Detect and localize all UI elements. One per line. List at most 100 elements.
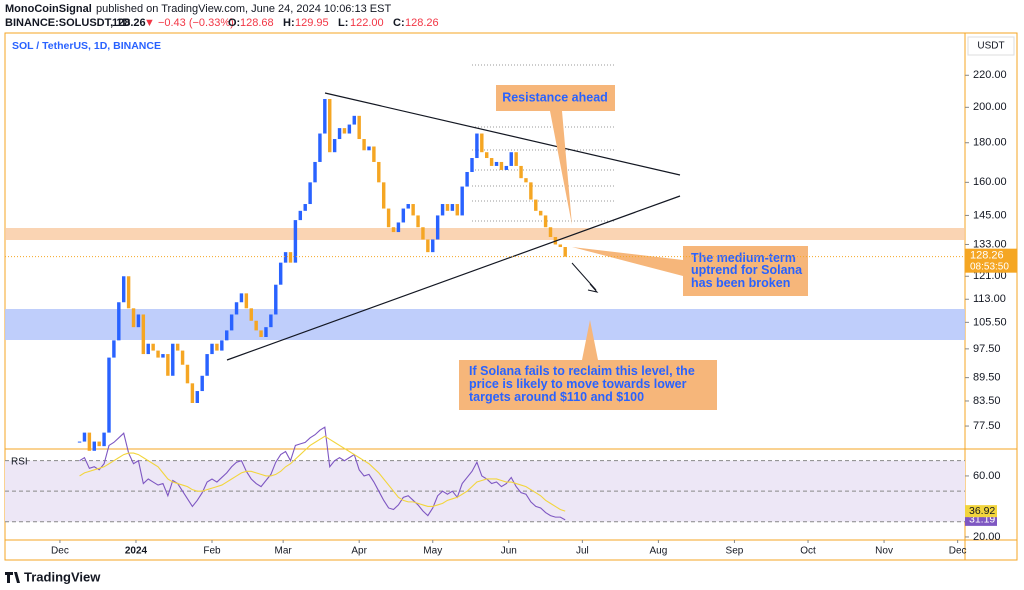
x-tick-label: 2024 bbox=[125, 546, 148, 557]
x-tick-label: Dec bbox=[949, 546, 967, 557]
trendline-lower bbox=[226, 195, 681, 361]
candle bbox=[509, 152, 513, 166]
candle bbox=[293, 220, 298, 263]
last-value-label: 36.92 bbox=[969, 505, 995, 517]
countdown: 08:53:50 bbox=[970, 261, 1009, 272]
x-tick-label: Aug bbox=[650, 546, 668, 557]
y-tick-label: 97.50 bbox=[973, 343, 1001, 355]
candles bbox=[77, 99, 567, 451]
last-value-box bbox=[965, 505, 997, 518]
candle bbox=[195, 391, 200, 403]
candle bbox=[131, 308, 136, 328]
candle bbox=[475, 133, 479, 159]
candle bbox=[205, 354, 209, 376]
candle bbox=[215, 343, 219, 351]
y-tick-label: 160.00 bbox=[973, 176, 1007, 188]
candle bbox=[352, 115, 356, 125]
candle bbox=[288, 252, 293, 263]
last-price: 128.26 bbox=[112, 17, 146, 29]
logo bbox=[5, 572, 20, 583]
last-price-label: 128.26 bbox=[970, 250, 1004, 262]
candle bbox=[278, 262, 283, 285]
candle bbox=[175, 343, 180, 351]
x-tick-label: Mar bbox=[275, 546, 293, 557]
x-tick-label: Nov bbox=[875, 546, 893, 557]
candle bbox=[102, 432, 106, 447]
legend-entry: RSI bbox=[11, 457, 28, 468]
candle bbox=[136, 314, 141, 328]
candle bbox=[386, 208, 391, 228]
candle bbox=[121, 276, 126, 303]
annotation: The medium-term uptrend for Solana has b… bbox=[691, 251, 806, 290]
y-tick-label: 60.00 bbox=[973, 470, 1001, 482]
candle bbox=[543, 215, 548, 228]
ohlc-value: 129.95 bbox=[295, 17, 329, 29]
candle bbox=[313, 161, 317, 183]
candle bbox=[146, 343, 150, 355]
x-tick-label: Jul bbox=[576, 546, 589, 557]
candle bbox=[239, 293, 244, 303]
candle bbox=[342, 128, 347, 134]
candle bbox=[274, 284, 278, 315]
candle bbox=[445, 204, 450, 211]
candle bbox=[185, 364, 190, 384]
candle bbox=[519, 165, 523, 179]
candle bbox=[87, 432, 92, 451]
candle bbox=[377, 161, 381, 183]
candle bbox=[337, 128, 342, 140]
change: ▼ −0.43 (−0.33%) bbox=[144, 17, 234, 29]
candle bbox=[332, 139, 337, 153]
candle bbox=[367, 146, 371, 151]
candle bbox=[558, 244, 563, 248]
last-price-box bbox=[965, 248, 1017, 273]
y-tick-label: 133.00 bbox=[973, 238, 1007, 250]
candle bbox=[421, 227, 425, 240]
x-tick-label: Dec bbox=[51, 546, 69, 557]
support-zone bbox=[5, 309, 965, 340]
callout bbox=[496, 85, 615, 225]
candle bbox=[264, 327, 268, 338]
candle bbox=[190, 383, 195, 403]
candle bbox=[504, 165, 509, 170]
callout bbox=[572, 246, 808, 296]
ohlc-label: L: bbox=[338, 17, 348, 29]
candle bbox=[362, 139, 366, 151]
candle bbox=[416, 215, 420, 228]
y-tick-label: 145.00 bbox=[973, 209, 1007, 221]
y-tick-label: 121.00 bbox=[973, 270, 1007, 282]
annotation: If Solana fails to reclaim this level, t… bbox=[469, 364, 698, 404]
candle bbox=[485, 152, 489, 159]
candle bbox=[92, 441, 96, 451]
candle bbox=[465, 171, 469, 187]
candle bbox=[210, 343, 214, 355]
candle bbox=[323, 99, 327, 134]
y-tick-label: 105.50 bbox=[973, 316, 1007, 328]
callout bbox=[459, 320, 717, 410]
candle bbox=[406, 204, 410, 209]
candle bbox=[431, 239, 435, 253]
candle bbox=[450, 204, 455, 211]
x-tick-label: Sep bbox=[726, 546, 744, 557]
candle bbox=[77, 441, 82, 443]
candle bbox=[259, 330, 263, 338]
ohlc-label: O: bbox=[228, 17, 240, 29]
candle bbox=[161, 354, 165, 358]
y-tick-label: 180.00 bbox=[973, 137, 1007, 149]
candle bbox=[244, 293, 249, 309]
candle bbox=[298, 210, 303, 221]
candle bbox=[347, 124, 352, 134]
candle bbox=[249, 308, 253, 321]
annotation: Resistance ahead bbox=[502, 90, 608, 104]
y-unit: USDT bbox=[977, 41, 1004, 52]
candle bbox=[470, 158, 474, 172]
trendline-upper bbox=[324, 92, 681, 176]
candle bbox=[220, 340, 224, 351]
ohlc-value: 128.68 bbox=[240, 17, 274, 29]
candle bbox=[396, 222, 401, 233]
candle bbox=[480, 133, 484, 153]
candle bbox=[97, 441, 101, 447]
x-tick-label: Oct bbox=[800, 546, 816, 557]
candle bbox=[529, 182, 533, 200]
candle bbox=[372, 146, 376, 162]
